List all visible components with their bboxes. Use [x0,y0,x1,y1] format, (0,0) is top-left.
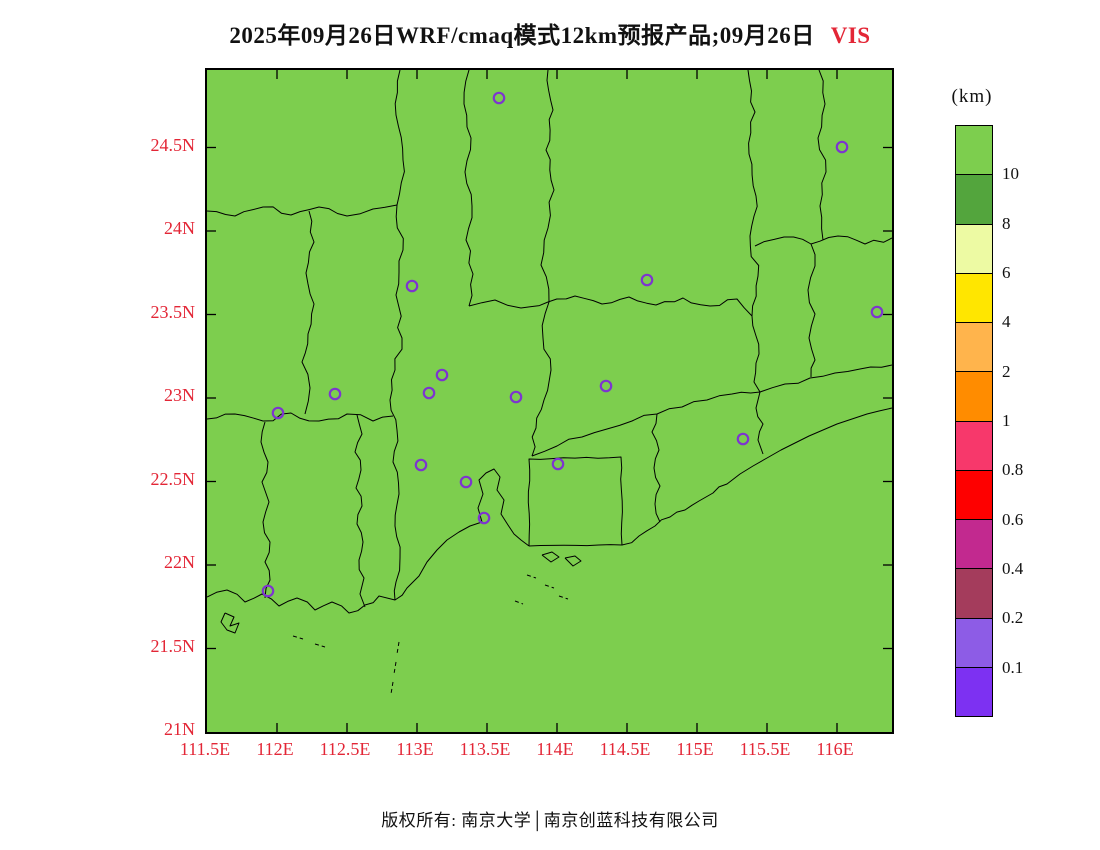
lon-tick-label: 112.5E [319,739,371,759]
boundary-line [541,551,560,563]
lon-tick-label: 112E [256,739,294,759]
page-title: 2025年09月26日WRF/cmaq模式12km预报产品;09月26日 VIS [0,16,1100,50]
colorbar-tick-label: 0.6 [1002,509,1024,529]
station-marker [435,368,449,382]
boundary-line [468,295,753,317]
station-marker [271,406,285,420]
boundary-line [389,70,405,601]
boundary-line [531,364,892,457]
boundary-line [301,210,315,415]
colorbar-cell [955,420,993,471]
island-dash-line [526,574,537,579]
station-marker [261,584,275,598]
colorbar-cell [955,568,993,619]
island-dash-line [514,600,524,605]
station-marker [599,379,613,393]
colorbar-cell [955,371,993,422]
boundary-line [220,612,240,634]
station-marker [422,386,436,400]
colorbar [955,125,993,717]
boundary-line [754,235,892,247]
lon-tick-label: 113.5E [459,739,511,759]
lat-tick-label: 23N [164,385,195,405]
station-marker [414,458,428,472]
colorbar-cell [955,174,993,225]
boundary-line [807,243,816,378]
island-dash-line [390,681,394,695]
colorbar-cell [955,125,993,176]
boundary-line [531,70,555,457]
map-panel [205,68,894,734]
station-marker [870,305,884,319]
lon-tick-label: 115.5E [739,739,791,759]
station-marker [509,390,523,404]
lon-tick-label: 111.5E [179,739,231,759]
title-variable-label: VIS [830,23,871,48]
copyright-footer: 版权所有: 南京大学│南京创蓝科技有限公司 [381,811,719,830]
boundary-line [651,413,661,523]
colorbar-cell [955,519,993,570]
colorbar-tick-label: 0.8 [1002,460,1024,480]
island-dash-line [396,641,400,655]
boundary-line [755,391,764,455]
colorbar-cell [955,666,993,717]
boundary-line [564,555,582,567]
boundary-line [260,421,271,599]
boundary-line [747,70,761,393]
boundary-line [477,468,530,547]
colorbar-tick-label: 10 [1002,164,1019,184]
lat-tick-label: 23.5N [150,301,196,322]
boundary-line [463,70,474,307]
island-dash-line [544,584,555,589]
lon-tick-label: 113E [396,739,434,759]
boundary-line [354,414,366,608]
title-text: 2025年09月26日WRF/cmaq模式12km预报产品;09月26日 [229,23,815,48]
lat-tick-label: 22.5N [150,468,196,489]
colorbar-tick-label: 0.1 [1002,657,1024,677]
colorbar-tick-label: 1 [1002,411,1011,430]
colorbar-tick-label: 4 [1002,312,1011,332]
station-marker [835,140,849,154]
boundary-line [207,521,483,614]
boundary-line [207,412,394,422]
colorbar-tick-label: 6 [1002,263,1011,282]
colorbar-cell [955,272,993,323]
colorbar-cell [955,322,993,373]
station-marker [492,91,506,105]
station-marker [477,511,491,525]
station-marker [640,273,654,287]
island-dash-line [558,595,569,600]
map-canvas [207,70,892,732]
colorbar-tick-label: 0.4 [1002,559,1024,578]
island-dash-line [292,635,304,640]
boundary-line [817,70,827,241]
lon-tick-label: 114.5E [599,739,651,759]
lon-tick-label: 115E [676,739,714,759]
lon-tick-label: 116E [816,739,854,759]
station-marker [328,387,342,401]
lat-tick-label: 22N [164,552,195,572]
island-dash-line [393,661,397,675]
station-marker [459,475,473,489]
station-marker [405,279,419,293]
station-marker [551,457,565,471]
boundary-line [527,456,623,547]
island-dash-line [314,643,326,648]
lat-tick-label: 21.5N [150,635,196,656]
lon-tick-label: 114E [536,739,574,759]
lat-tick-label: 24.5N [150,134,196,155]
colorbar-cell [955,469,993,520]
colorbar-cell [955,617,993,668]
lat-tick-label: 24N [164,218,195,238]
lat-tick-label: 21N [164,719,195,739]
colorbar-tick-label: 8 [1002,213,1011,233]
station-marker [736,432,750,446]
colorbar-tick-label: 0.2 [1002,608,1024,628]
colorbar-tick-label: 2 [1002,361,1011,381]
colorbar-unit-label: (km) [951,86,993,107]
colorbar-cell [955,223,993,274]
boundary-line [207,204,398,217]
boundary-line [621,407,892,546]
